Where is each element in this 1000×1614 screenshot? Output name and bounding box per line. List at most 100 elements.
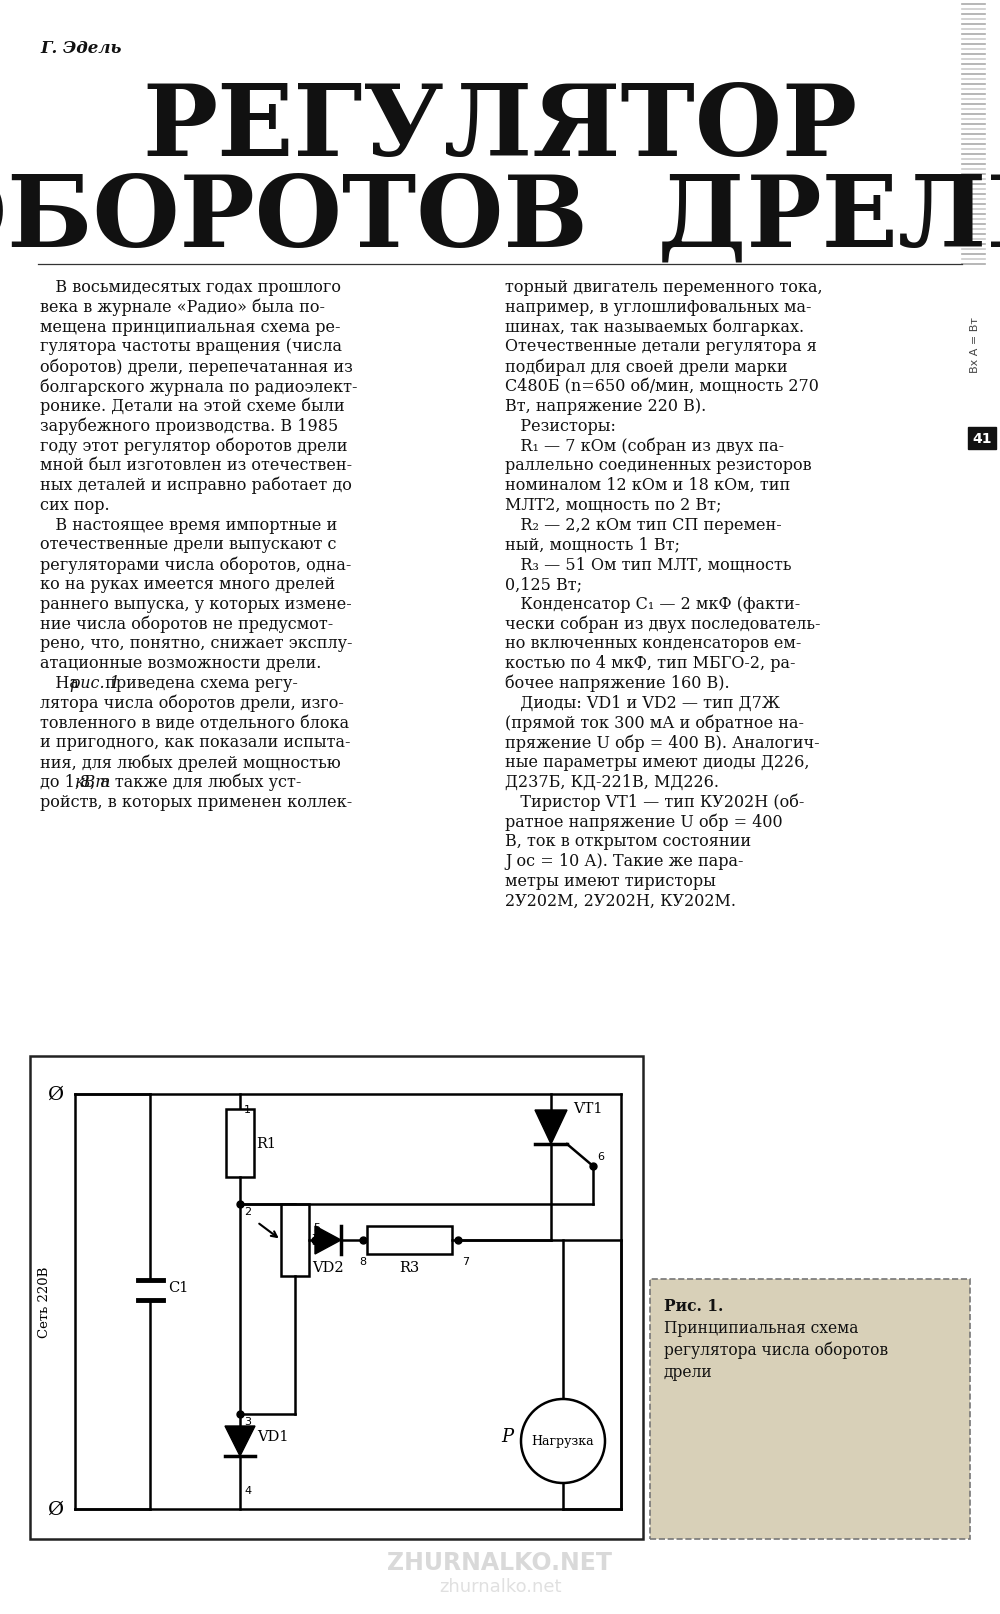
Text: Ø: Ø xyxy=(47,1085,63,1104)
Text: Отечественные детали регулятора я: Отечественные детали регулятора я xyxy=(505,339,817,355)
Text: приведена схема регу-: приведена схема регу- xyxy=(100,675,297,691)
Text: гулятора частоты вращения (числа: гулятора частоты вращения (числа xyxy=(40,339,342,355)
Text: R₂ — 2,2 кОм тип СП перемен-: R₂ — 2,2 кОм тип СП перемен- xyxy=(505,516,782,533)
Text: ные параметры имеют диоды Д226,: ные параметры имеют диоды Д226, xyxy=(505,754,810,771)
Text: 7: 7 xyxy=(462,1256,469,1267)
Text: 6: 6 xyxy=(597,1151,604,1162)
Text: VD2: VD2 xyxy=(312,1261,344,1273)
Text: ный, мощность 1 Вт;: ный, мощность 1 Вт; xyxy=(505,536,680,554)
Text: 8: 8 xyxy=(359,1256,367,1267)
Text: болгарского журнала по радиоэлект-: болгарского журнала по радиоэлект- xyxy=(40,378,358,395)
Text: В настоящее время импортные и: В настоящее время импортные и xyxy=(40,516,337,533)
Text: C1: C1 xyxy=(168,1280,189,1294)
Text: ко на руках имеется много дрелей: ко на руках имеется много дрелей xyxy=(40,576,335,592)
Bar xyxy=(367,1227,452,1254)
Bar xyxy=(281,1204,309,1277)
Text: Д237Б, КД-221В, МД226.: Д237Б, КД-221В, МД226. xyxy=(505,773,719,791)
Text: костью по 4 мкФ, тип МБГО-2, ра-: костью по 4 мкФ, тип МБГО-2, ра- xyxy=(505,655,796,671)
Text: В восьмидесятых годах прошлого: В восьмидесятых годах прошлого xyxy=(40,279,341,295)
Text: На: На xyxy=(40,675,84,691)
Text: 41: 41 xyxy=(972,431,992,445)
Text: регулятора числа оборотов: регулятора числа оборотов xyxy=(664,1341,888,1359)
Text: номиналом 12 кОм и 18 кОм, тип: номиналом 12 кОм и 18 кОм, тип xyxy=(505,476,790,494)
Text: метры имеют тиристоры: метры имеют тиристоры xyxy=(505,873,716,889)
Text: , а также для любых уст-: , а также для любых уст- xyxy=(90,773,301,791)
Text: ных деталей и исправно работает до: ных деталей и исправно работает до xyxy=(40,476,352,494)
Text: атационные возможности дрели.: атационные возможности дрели. xyxy=(40,655,321,671)
Text: шинах, так называемых болгарках.: шинах, так называемых болгарках. xyxy=(505,318,804,336)
Text: чески собран из двух последователь-: чески собран из двух последователь- xyxy=(505,615,820,633)
Text: мещена принципиальная схема ре-: мещена принципиальная схема ре- xyxy=(40,318,340,336)
Text: ронике. Детали на этой схеме были: ронике. Детали на этой схеме были xyxy=(40,397,345,415)
Polygon shape xyxy=(225,1427,255,1456)
Text: подбирал для своей дрели марки: подбирал для своей дрели марки xyxy=(505,358,788,376)
Circle shape xyxy=(521,1399,605,1483)
Text: сих пор.: сих пор. xyxy=(40,497,110,513)
Text: Нагрузка: Нагрузка xyxy=(532,1435,594,1448)
Text: Конденсатор С₁ — 2 мкФ (факти-: Конденсатор С₁ — 2 мкФ (факти- xyxy=(505,596,800,612)
Text: отечественные дрели выпускают с: отечественные дрели выпускают с xyxy=(40,536,336,554)
Text: Г. Эдель: Г. Эдель xyxy=(40,40,122,56)
Text: 2: 2 xyxy=(244,1206,251,1217)
Text: 0,125 Вт;: 0,125 Вт; xyxy=(505,576,582,592)
Text: 4: 4 xyxy=(244,1485,251,1495)
Text: рено, что, понятно, снижает эксплу-: рено, что, понятно, снижает эксплу- xyxy=(40,634,352,652)
Bar xyxy=(650,1280,970,1540)
Text: 5: 5 xyxy=(314,1222,320,1231)
Text: ZHURNALKO.NET: ZHURNALKO.NET xyxy=(388,1549,612,1574)
Text: до 1,8: до 1,8 xyxy=(40,773,95,791)
Bar xyxy=(226,1109,254,1177)
Text: Вх А = Вт: Вх А = Вт xyxy=(970,316,980,373)
Text: например, в углошлифовальных ма-: например, в углошлифовальных ма- xyxy=(505,299,812,316)
Text: МЛТ2, мощность по 2 Вт;: МЛТ2, мощность по 2 Вт; xyxy=(505,497,722,513)
Text: 2У202М, 2У202Н, КУ202М.: 2У202М, 2У202Н, КУ202М. xyxy=(505,893,736,909)
Text: Ø: Ø xyxy=(47,1499,63,1519)
Text: пряжение U обр = 400 В). Аналогич-: пряжение U обр = 400 В). Аналогич- xyxy=(505,734,820,752)
Text: В, ток в открытом состоянии: В, ток в открытом состоянии xyxy=(505,833,751,851)
Text: ния, для любых дрелей мощностью: ния, для любых дрелей мощностью xyxy=(40,754,341,771)
Text: Диоды: VD1 и VD2 — тип Д7Ж: Диоды: VD1 и VD2 — тип Д7Ж xyxy=(505,694,780,712)
Text: регуляторами числа оборотов, одна-: регуляторами числа оборотов, одна- xyxy=(40,555,351,573)
Text: ройств, в которых применен коллек-: ройств, в которых применен коллек- xyxy=(40,794,352,810)
Text: дрели: дрели xyxy=(664,1364,713,1380)
Text: бочее напряжение 160 В).: бочее напряжение 160 В). xyxy=(505,675,730,692)
Text: P: P xyxy=(501,1427,513,1445)
Text: кВт: кВт xyxy=(75,773,111,791)
Text: году этот регулятор оборотов дрели: году этот регулятор оборотов дрели xyxy=(40,437,348,455)
Text: ратное напряжение U обр = 400: ратное напряжение U обр = 400 xyxy=(505,813,783,831)
Text: R1: R1 xyxy=(256,1136,276,1151)
Text: товленного в виде отдельного блока: товленного в виде отдельного блока xyxy=(40,713,349,731)
Text: R₃ — 51 Ом тип МЛТ, мощность: R₃ — 51 Ом тип МЛТ, мощность xyxy=(505,555,792,573)
Text: зарубежного производства. В 1985: зарубежного производства. В 1985 xyxy=(40,418,338,434)
Text: (прямой ток 300 мА и обратное на-: (прямой ток 300 мА и обратное на- xyxy=(505,713,804,731)
Text: РЕГУЛЯТОР: РЕГУЛЯТОР xyxy=(142,81,858,178)
Text: Сеть 220В: Сеть 220В xyxy=(38,1265,52,1338)
Text: лятора числа оборотов дрели, изго-: лятора числа оборотов дрели, изго- xyxy=(40,694,344,712)
Text: Резисторы:: Резисторы: xyxy=(505,418,616,434)
Text: R₁ — 7 кОм (собран из двух па-: R₁ — 7 кОм (собран из двух па- xyxy=(505,437,784,455)
Text: рис. 1: рис. 1 xyxy=(70,675,120,691)
Text: ОБОРОТОВ  ДРЕЛИ: ОБОРОТОВ ДРЕЛИ xyxy=(0,169,1000,266)
Text: 3: 3 xyxy=(244,1415,251,1427)
Text: мной был изготовлен из отечествен-: мной был изготовлен из отечествен- xyxy=(40,457,352,475)
Text: века в журнале «Радио» была по-: века в журнале «Радио» была по- xyxy=(40,299,325,316)
Text: раллельно соединенных резисторов: раллельно соединенных резисторов xyxy=(505,457,812,475)
Text: раннего выпуска, у которых измене-: раннего выпуска, у которых измене- xyxy=(40,596,352,612)
Text: 1: 1 xyxy=(244,1104,251,1114)
Text: торный двигатель переменного тока,: торный двигатель переменного тока, xyxy=(505,279,823,295)
Text: zhurnalko.net: zhurnalko.net xyxy=(439,1577,561,1595)
Text: R3: R3 xyxy=(399,1261,420,1273)
Text: Вт, напряжение 220 В).: Вт, напряжение 220 В). xyxy=(505,397,706,415)
Text: Принципиальная схема: Принципиальная схема xyxy=(664,1319,858,1336)
Polygon shape xyxy=(315,1227,341,1254)
Bar xyxy=(968,428,996,450)
Text: но включенных конденсаторов ем-: но включенных конденсаторов ем- xyxy=(505,634,801,652)
Polygon shape xyxy=(535,1110,567,1144)
Text: и пригодного, как показали испыта-: и пригодного, как показали испыта- xyxy=(40,734,351,751)
Text: J ос = 10 А). Такие же пара-: J ос = 10 А). Такие же пара- xyxy=(505,852,744,870)
Text: Тиристор VT1 — тип КУ202Н (об-: Тиристор VT1 — тип КУ202Н (об- xyxy=(505,794,804,810)
Text: VT1: VT1 xyxy=(573,1101,602,1115)
Text: R2: R2 xyxy=(311,1233,331,1248)
Text: ние числа оборотов не предусмот-: ние числа оборотов не предусмот- xyxy=(40,615,333,633)
Text: С480Б (n=650 об/мин, мощность 270: С480Б (n=650 об/мин, мощность 270 xyxy=(505,378,819,395)
